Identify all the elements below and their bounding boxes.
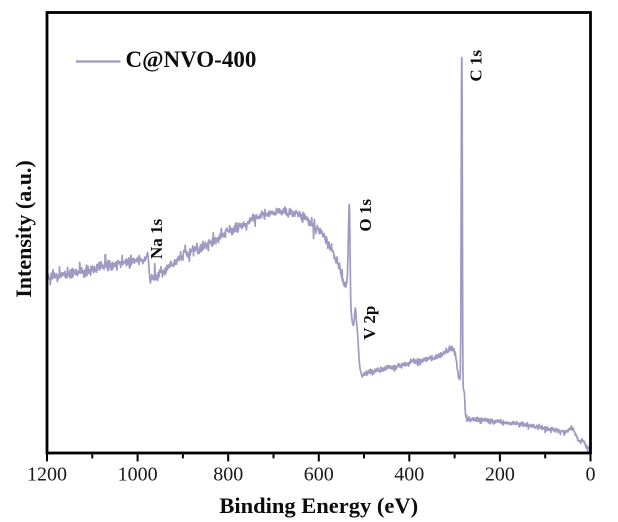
svg-text:400: 400 xyxy=(394,464,424,486)
svg-text:C 1s: C 1s xyxy=(467,50,486,82)
svg-text:Na 1s: Na 1s xyxy=(147,218,166,259)
svg-text:V 2p: V 2p xyxy=(360,306,379,340)
svg-text:1000: 1000 xyxy=(118,464,158,486)
svg-text:0: 0 xyxy=(586,464,596,486)
svg-text:1200: 1200 xyxy=(27,464,67,486)
svg-text:600: 600 xyxy=(304,464,334,486)
svg-text:O 1s: O 1s xyxy=(356,199,375,232)
svg-text:Binding Energy (eV): Binding Energy (eV) xyxy=(219,493,418,518)
svg-text:200: 200 xyxy=(485,464,515,486)
svg-text:Intensity (a.u.): Intensity (a.u.) xyxy=(11,160,36,298)
svg-text:C@NVO-400: C@NVO-400 xyxy=(126,47,257,73)
svg-text:800: 800 xyxy=(213,464,243,486)
